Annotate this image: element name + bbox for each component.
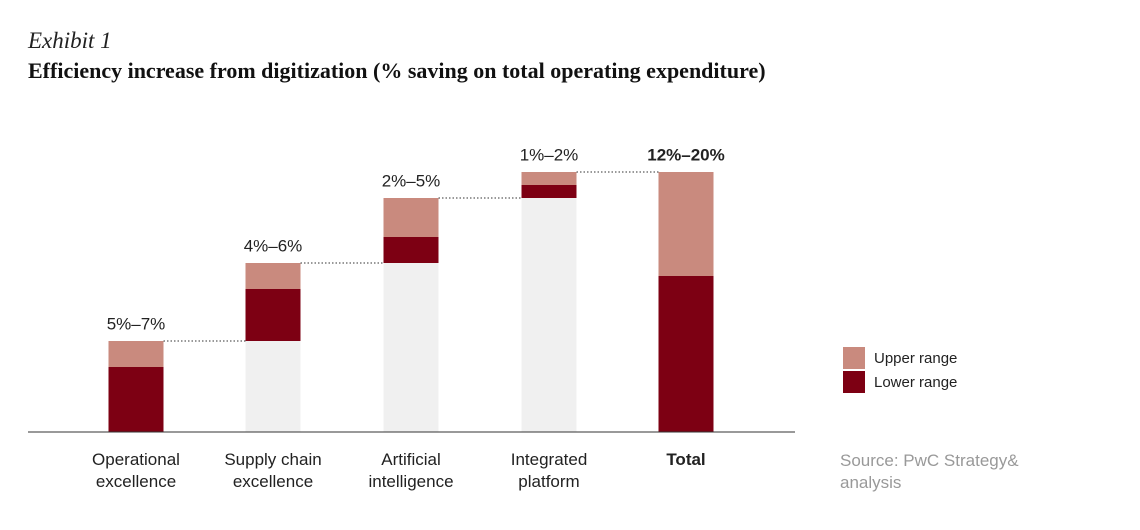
- range-label: 12%–20%: [647, 145, 725, 164]
- bar-lower: [658, 276, 714, 432]
- bar-lower: [108, 367, 164, 432]
- range-label: 2%–5%: [382, 171, 441, 190]
- x-tick-label: Operational excellence: [92, 450, 180, 491]
- bar-lower: [383, 237, 439, 263]
- legend-label: Lower range: [874, 374, 957, 391]
- legend-label: Upper range: [874, 350, 957, 367]
- range-label: 4%–6%: [244, 236, 303, 255]
- bar-upper: [521, 172, 577, 185]
- x-tick-label: Total: [666, 450, 706, 469]
- legend-swatch: [843, 371, 865, 393]
- bar-upper: [658, 172, 714, 276]
- chart-title: Efficiency increase from digitization (%…: [28, 58, 766, 83]
- bar-lower: [521, 185, 577, 198]
- source-note: Source: PwC Strategy& analysis: [840, 451, 1019, 492]
- bar-lower: [245, 289, 301, 341]
- range-label: 5%–7%: [107, 314, 166, 333]
- bar-upper: [108, 341, 164, 367]
- base-bar: [383, 263, 439, 432]
- x-tick-label: Artificial intelligence: [368, 450, 454, 491]
- bar-upper: [383, 198, 439, 237]
- x-tick-label: Supply chain excellence: [224, 450, 322, 491]
- x-tick-label: Integrated platform: [510, 450, 588, 491]
- base-bar: [521, 198, 577, 432]
- bar-upper: [245, 263, 301, 289]
- legend-swatch: [843, 347, 865, 369]
- base-bar: [245, 341, 301, 432]
- exhibit-label: Exhibit 1: [28, 28, 112, 53]
- range-label: 1%–2%: [520, 145, 579, 164]
